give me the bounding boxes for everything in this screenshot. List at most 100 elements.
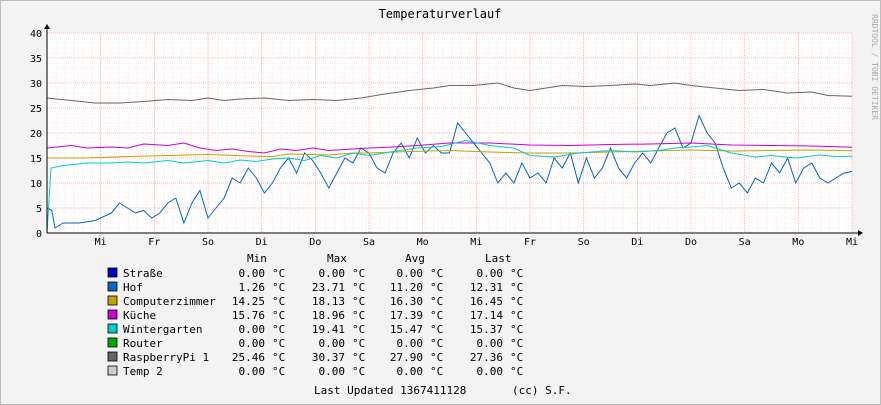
chart-title: Temperaturverlauf [379, 7, 502, 21]
legend-unit: °C [430, 295, 443, 308]
y-tick-label: 20 [30, 129, 42, 140]
legend-unit: °C [352, 323, 365, 336]
x-tick-label: Sa [363, 237, 375, 248]
legend-label: Router [123, 337, 163, 350]
y-tick-labels: 0 5 10 15 20 25 30 35 40 [30, 29, 42, 240]
legend-unit: °C [272, 267, 285, 280]
legend-value: 11.20 [390, 281, 423, 294]
legend-value: 18.96 [312, 309, 345, 322]
legend-unit: °C [510, 295, 523, 308]
legend-value: 18.13 [312, 295, 345, 308]
legend-unit: °C [272, 351, 285, 364]
legend-unit: °C [430, 323, 443, 336]
legend-unit: °C [510, 281, 523, 294]
legend-unit: °C [352, 337, 365, 350]
legend-unit: °C [430, 365, 443, 378]
legend-value: 0.00 [477, 267, 504, 280]
y-tick-label: 5 [36, 204, 42, 215]
legend-value: 0.00 [319, 365, 346, 378]
legend-swatch [107, 309, 118, 320]
x-tick-label: Fr [148, 237, 160, 248]
x-tick-label: Fr [524, 237, 536, 248]
legend-unit: °C [352, 295, 365, 308]
legend-value: 0.00 [397, 365, 424, 378]
legend-label: Straße [123, 267, 163, 280]
series-lines [46, 82, 853, 234]
legend-value: 14.25 [232, 295, 265, 308]
legend-header: Avg [405, 252, 425, 265]
legend-label: Hof [123, 281, 143, 294]
legend-unit: °C [510, 351, 523, 364]
y-tick-label: 40 [30, 29, 42, 40]
legend-label: Computerzimmer [123, 295, 216, 308]
legend-value: 27.90 [390, 351, 423, 364]
legend-unit: °C [352, 281, 365, 294]
series-line-raspberrypi-1 [46, 82, 853, 104]
legend-unit: °C [430, 351, 443, 364]
last-updated: Last Updated 1367411128 [314, 384, 466, 397]
legend-value: 0.00 [239, 323, 266, 336]
legend-value: 19.41 [312, 323, 345, 336]
legend-value: 0.00 [239, 365, 266, 378]
legend-label: RaspberryPi 1 [123, 351, 209, 364]
x-tick-label: Mi [95, 237, 107, 248]
legend-value: 0.00 [319, 267, 346, 280]
legend-value: 0.00 [477, 365, 504, 378]
y-tick-label: 25 [30, 104, 42, 115]
y-tick-label: 0 [36, 229, 42, 240]
legend-swatch [107, 323, 118, 334]
series-line-hof [46, 114, 853, 229]
legend-header: Last [485, 252, 512, 265]
legend-unit: °C [510, 365, 523, 378]
legend-unit: °C [272, 323, 285, 336]
series-line-k-che [46, 142, 853, 154]
x-tick-label: So [202, 237, 214, 248]
legend-unit: °C [510, 309, 523, 322]
legend-value: 16.45 [470, 295, 503, 308]
legend-swatch [107, 337, 118, 348]
legend-unit: °C [510, 337, 523, 350]
y-tick-label: 35 [30, 54, 42, 65]
legend-label: Wintergarten [123, 323, 202, 336]
legend-unit: °C [352, 309, 365, 322]
x-tick-label: Mo [792, 237, 804, 248]
legend-unit: °C [430, 309, 443, 322]
legend-unit: °C [272, 309, 285, 322]
x-tick-label: Do [685, 237, 697, 248]
legend-header: Min [247, 252, 267, 265]
legend-value: 0.00 [397, 337, 424, 350]
legend-value: 0.00 [319, 337, 346, 350]
legend-swatch [107, 365, 118, 376]
legend-unit: °C [272, 337, 285, 350]
legend-swatch [107, 267, 118, 278]
series-line-wintergarten [46, 139, 853, 234]
grid [46, 32, 853, 233]
axes [44, 24, 863, 236]
legend-swatch [107, 281, 118, 292]
x-tick-label: So [578, 237, 590, 248]
legend-value: 23.71 [312, 281, 345, 294]
legend-label: Temp 2 [123, 365, 163, 378]
legend-value: 15.47 [390, 323, 423, 336]
y-tick-label: 10 [30, 179, 42, 190]
legend-swatch [107, 295, 118, 306]
legend-value: 15.76 [232, 309, 265, 322]
legend-swatch [107, 351, 118, 362]
credit: (cc) S.F. [512, 384, 572, 397]
legend-unit: °C [272, 295, 285, 308]
legend-unit: °C [352, 267, 365, 280]
x-tick-label: Mi [470, 237, 482, 248]
legend-unit: °C [430, 337, 443, 350]
legend-value: 0.00 [239, 337, 266, 350]
x-tick-label: Mi [846, 237, 858, 248]
legend-value: 1.26 [239, 281, 266, 294]
legend-value: 0.00 [397, 267, 424, 280]
x-tick-label: Do [309, 237, 321, 248]
legend-unit: °C [430, 267, 443, 280]
legend-unit: °C [510, 323, 523, 336]
chart-watermark: RRDTOOL / TOBI OETIKER [870, 14, 879, 120]
x-tick-label: Di [631, 237, 643, 248]
legend-unit: °C [510, 267, 523, 280]
series-line-computerzimmer [47, 149, 853, 159]
